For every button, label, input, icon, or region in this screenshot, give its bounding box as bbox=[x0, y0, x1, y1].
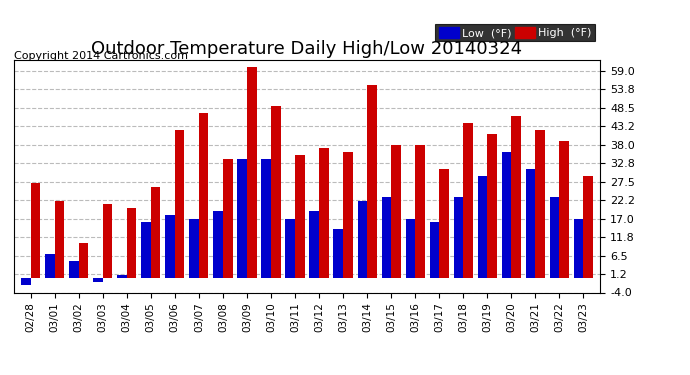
Bar bbox=[560, 141, 569, 278]
Bar bbox=[247, 67, 257, 278]
Bar bbox=[535, 130, 545, 278]
Bar bbox=[391, 144, 401, 278]
Bar bbox=[271, 106, 281, 278]
Bar bbox=[127, 208, 137, 278]
Bar bbox=[141, 222, 151, 278]
Bar bbox=[574, 219, 584, 278]
Bar bbox=[45, 254, 55, 278]
Bar bbox=[21, 278, 30, 285]
Bar bbox=[69, 261, 79, 278]
Bar bbox=[223, 159, 233, 278]
Bar bbox=[175, 130, 184, 278]
Bar bbox=[502, 152, 511, 278]
Bar bbox=[454, 197, 463, 278]
Bar bbox=[286, 219, 295, 278]
Bar bbox=[309, 211, 319, 278]
Bar bbox=[415, 144, 425, 278]
Bar bbox=[463, 123, 473, 278]
Bar bbox=[526, 169, 535, 278]
Bar bbox=[213, 211, 223, 278]
Bar bbox=[357, 201, 367, 278]
Bar bbox=[55, 201, 64, 278]
Bar bbox=[237, 159, 247, 278]
Bar bbox=[440, 169, 449, 278]
Bar bbox=[487, 134, 497, 278]
Bar bbox=[511, 116, 521, 278]
Legend: Low  (°F), High  (°F): Low (°F), High (°F) bbox=[435, 24, 595, 42]
Bar bbox=[103, 204, 112, 278]
Bar bbox=[262, 159, 271, 278]
Bar bbox=[79, 243, 88, 278]
Bar bbox=[165, 215, 175, 278]
Bar bbox=[406, 219, 415, 278]
Bar bbox=[477, 176, 487, 278]
Bar bbox=[199, 113, 208, 278]
Bar bbox=[343, 152, 353, 278]
Bar bbox=[430, 222, 440, 278]
Bar bbox=[30, 183, 40, 278]
Bar bbox=[93, 278, 103, 282]
Bar bbox=[382, 197, 391, 278]
Text: Copyright 2014 Cartronics.com: Copyright 2014 Cartronics.com bbox=[14, 51, 188, 61]
Bar bbox=[319, 148, 328, 278]
Bar bbox=[550, 197, 560, 278]
Title: Outdoor Temperature Daily High/Low 20140324: Outdoor Temperature Daily High/Low 20140… bbox=[92, 40, 522, 58]
Bar bbox=[295, 155, 305, 278]
Bar bbox=[367, 85, 377, 278]
Bar bbox=[117, 275, 127, 278]
Bar bbox=[584, 176, 593, 278]
Bar bbox=[151, 187, 160, 278]
Bar bbox=[189, 219, 199, 278]
Bar bbox=[333, 229, 343, 278]
